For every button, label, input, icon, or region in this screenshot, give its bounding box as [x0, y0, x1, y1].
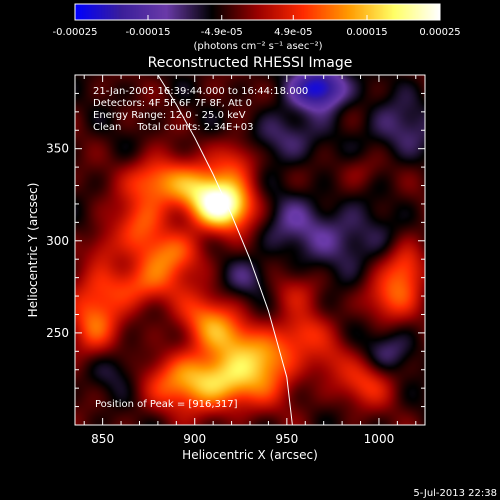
footer-timestamp: 5-Jul-2013 22:38	[413, 488, 497, 499]
colorbar: -0.00025 -0.00015 -4.9e-05 4.9e-05 0.00015 0.…	[53, 3, 461, 52]
x-tick-label: 1000	[364, 432, 395, 446]
annotation-time-range: 21-Jan-2005 16:39:44.000 to 16:44:18.000	[93, 86, 308, 97]
heatmap	[75, 75, 425, 425]
annotation-block: 21-Jan-2005 16:39:44.000 to 16:44:18.000…	[93, 86, 308, 133]
y-tick-label: 300	[46, 234, 69, 248]
chart-title: Reconstructed RHESSI Image	[148, 55, 353, 71]
colorbar-ticks: -0.00025 -0.00015 -4.9e-05 4.9e-05 0.00015 0.…	[53, 15, 461, 38]
annotation-total-counts: Clean Total counts: 2.34E+03	[93, 122, 253, 133]
colorbar-tick-label: 0.00015	[346, 27, 387, 38]
y-axis-label: Heliocentric Y (arcsec)	[26, 183, 40, 318]
colorbar-gradient	[75, 4, 440, 20]
peak-position-label: Position of Peak = [916,317]	[95, 399, 238, 410]
y-tick-label: 350	[46, 142, 69, 156]
x-tick-label: 900	[183, 432, 206, 446]
axis-ticks: 850 900 950 1000 250 300 350	[46, 74, 425, 446]
y-tick-label: 250	[46, 326, 69, 340]
plot-area: 21-Jan-2005 16:39:44.000 to 16:44:18.000…	[46, 74, 426, 446]
annotation-detectors: Detectors: 4F 5F 6F 7F 8F, Att 0	[93, 98, 252, 109]
x-tick-label: 950	[275, 432, 298, 446]
colorbar-tick-label: 4.9e-05	[274, 27, 312, 38]
colorbar-tick-label: -4.9e-05	[201, 27, 243, 38]
x-axis-label: Heliocentric X (arcsec)	[182, 448, 318, 462]
colorbar-tick-label: 0.00025	[419, 27, 460, 38]
colorbar-tick-label: -0.00025	[53, 27, 98, 38]
solar-limb-line	[157, 75, 293, 425]
colorbar-tick-label: -0.00015	[126, 27, 171, 38]
x-tick-label: 850	[91, 432, 114, 446]
annotation-energy-range: Energy Range: 12.0 - 25.0 keV	[93, 110, 246, 121]
colorbar-frame	[74, 3, 441, 21]
colorbar-unit-label: (photons cm⁻² s⁻¹ asec⁻²)	[193, 41, 322, 52]
